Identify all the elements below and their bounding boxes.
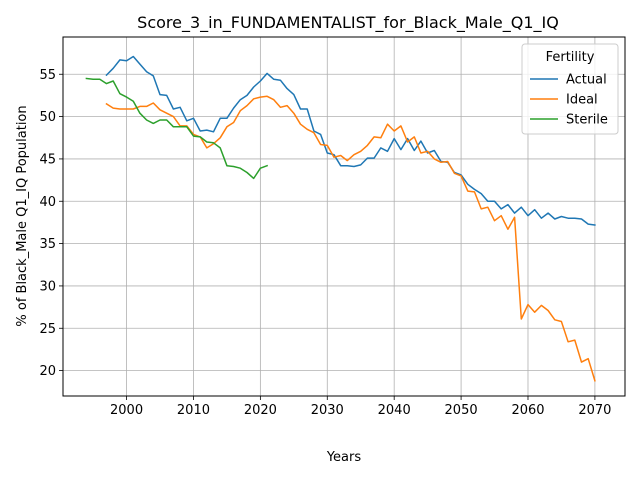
legend-label-actual: Actual	[566, 73, 607, 88]
y-tick-label: 55	[39, 68, 56, 83]
plot-frame	[62, 36, 626, 397]
series-line-actual	[105, 55, 596, 226]
x-axis: 2000 2010 2020 2030 2040 2050 2060 2070	[110, 396, 611, 418]
x-tick-label: 2070	[578, 403, 611, 418]
y-tick-label: 50	[39, 110, 56, 125]
y-tick-label: 30	[39, 279, 56, 294]
x-tick-label: 2020	[244, 403, 277, 418]
x-tick-label: 2010	[177, 403, 210, 418]
x-axis-title: Years	[326, 450, 362, 465]
y-tick-label: 40	[39, 195, 56, 210]
series-layer	[85, 55, 596, 382]
y-tick-label: 35	[39, 237, 56, 252]
x-tick-label: 2040	[378, 403, 411, 418]
legend-items: Actual Ideal Sterile	[530, 73, 608, 128]
y-tick-label: 45	[39, 152, 56, 167]
legend-title: Fertility	[546, 50, 595, 65]
x-tick-label: 2060	[511, 403, 544, 418]
series-line-sterile	[85, 77, 269, 180]
legend-frame	[521, 43, 619, 135]
legend-label-sterile: Sterile	[566, 113, 608, 128]
y-tick-label: 20	[39, 364, 56, 379]
y-axis: 20 25 30 35 40 45 50 55	[39, 68, 63, 379]
x-tick-label: 2000	[110, 403, 143, 418]
legend-label-ideal: Ideal	[566, 93, 598, 108]
x-tick-label: 2030	[311, 403, 344, 418]
y-axis-title: % of Black_Male Q1_IQ Population	[15, 105, 30, 326]
legend: Fertility Actual Ideal Sterile	[521, 43, 619, 135]
y-tick-label: 25	[39, 322, 56, 337]
chart-title: Score_3_in_FUNDAMENTALIST_for_Black_Male…	[137, 13, 559, 33]
x-tick-label: 2050	[445, 403, 478, 418]
